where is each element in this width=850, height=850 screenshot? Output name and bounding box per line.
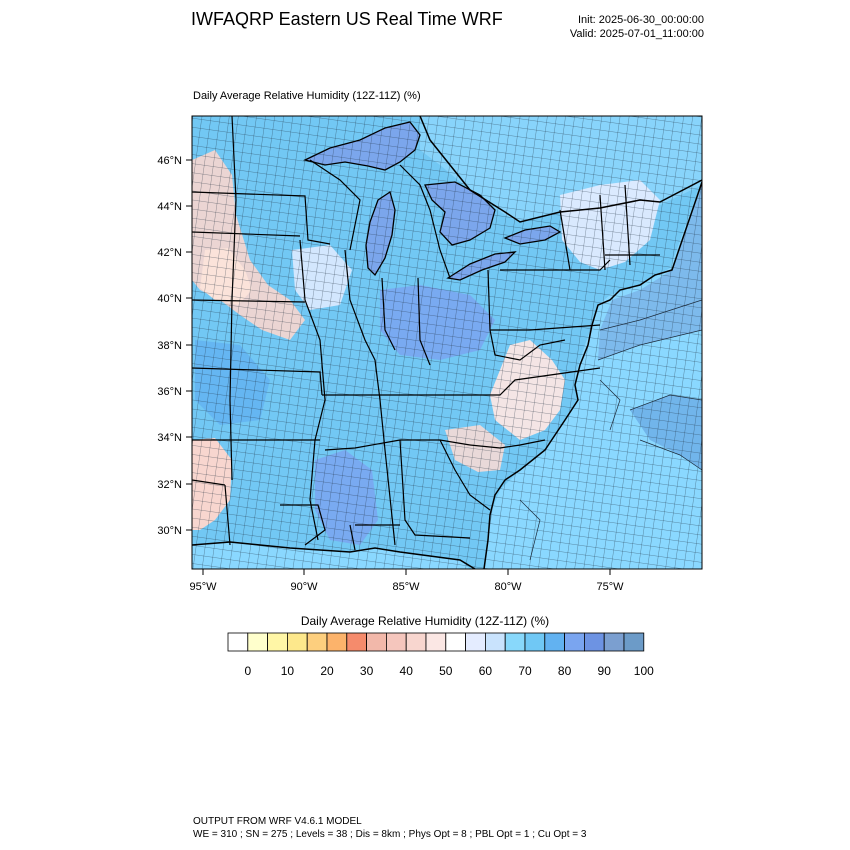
colorbar-swatch (385, 632, 407, 652)
page-title: IWFAQRP Eastern US Real Time WRF (191, 9, 503, 29)
colorbar-tick-label: 10 (281, 664, 295, 678)
colorbar-swatch (227, 632, 249, 652)
lat-label: 38°N (157, 340, 182, 352)
colorbar-swatch (484, 632, 506, 652)
colorbar-swatch (247, 632, 269, 652)
colorbar-swatch (346, 632, 367, 652)
colorbar-swatch (405, 632, 427, 652)
lat-label: 32°N (157, 479, 182, 491)
lat-label: 46°N (157, 155, 182, 167)
colorbar-swatch (524, 632, 546, 652)
footer-model-line: OUTPUT FROM WRF V4.6.1 MODEL (193, 816, 362, 827)
colorbar-tick-label: 100 (634, 664, 654, 678)
time-info: Init: 2025-06-30_00:00:00 Valid: 2025-07… (570, 13, 704, 41)
lat-label: 34°N (157, 432, 182, 444)
lat-label: 30°N (157, 525, 182, 537)
colorbar-swatch (504, 632, 526, 652)
colorbar-swatch (445, 632, 466, 652)
colorbar-tick-label: 30 (360, 664, 374, 678)
colorbar-tick-label: 70 (518, 664, 532, 678)
colorbar-swatch (584, 632, 605, 652)
map-area (192, 116, 702, 569)
lon-label: 95°W (189, 581, 217, 593)
colorbar: 0 10 20 30 40 50 60 70 80 90 100 (227, 632, 654, 678)
map-subtitle: Daily Average Relative Humidity (12Z-11Z… (193, 90, 421, 102)
map-frame (191, 115, 703, 570)
coastlines (192, 116, 702, 569)
colorbar-tick-label: 20 (320, 664, 334, 678)
colorbar-tick-label: 80 (558, 664, 572, 678)
colorbar-swatch (326, 632, 348, 652)
colorbar-swatch (465, 632, 486, 652)
colorbar-swatch (425, 632, 447, 652)
lat-axis: 46°N 44°N 42°N 40°N 38°N 36°N 34°N 32°N 30°N (157, 155, 192, 537)
lat-label: 36°N (157, 386, 182, 398)
valid-time: Valid: 2025-07-01_11:00:00 (569, 28, 704, 40)
lon-label: 90°W (290, 581, 318, 593)
colorbar-tick-label: 0 (244, 664, 251, 678)
footer-config-line: WE = 310 ; SN = 275 ; Levels = 38 ; Dis … (193, 829, 587, 840)
colorbar-swatch (544, 632, 565, 652)
colorbar-swatch (603, 632, 625, 652)
model-footer: OUTPUT FROM WRF V4.6.1 MODEL WE = 310 ; … (193, 815, 586, 841)
lon-label: 85°W (392, 581, 420, 593)
colorbar-title: Daily Average Relative Humidity (12Z-11Z… (300, 614, 550, 628)
colorbar-tick-label: 40 (400, 664, 414, 678)
humidity-contours (519, 299, 702, 561)
lon-label: 75°W (596, 581, 624, 593)
lon-axis: 95°W 90°W 85°W 80°W 75°W (189, 569, 624, 593)
colorbar-swatch (623, 632, 645, 652)
colorbar-tick-label: 90 (598, 664, 612, 678)
lat-label: 44°N (157, 201, 182, 213)
lat-label: 42°N (157, 247, 182, 259)
colorbar-tick-label: 60 (479, 664, 493, 678)
colorbar-swatch (267, 632, 288, 652)
lat-label: 40°N (157, 293, 182, 305)
colorbar-swatch (286, 632, 308, 652)
lon-label: 80°W (494, 581, 522, 593)
state-boundaries (192, 116, 660, 551)
colorbar-swatch (306, 632, 328, 652)
county-lines (192, 116, 702, 569)
init-time: Init: 2025-06-30_00:00:00 (578, 14, 704, 26)
colorbar-tick-label: 50 (439, 664, 453, 678)
colorbar-swatch (564, 632, 585, 652)
colorbar-swatch (366, 632, 387, 652)
